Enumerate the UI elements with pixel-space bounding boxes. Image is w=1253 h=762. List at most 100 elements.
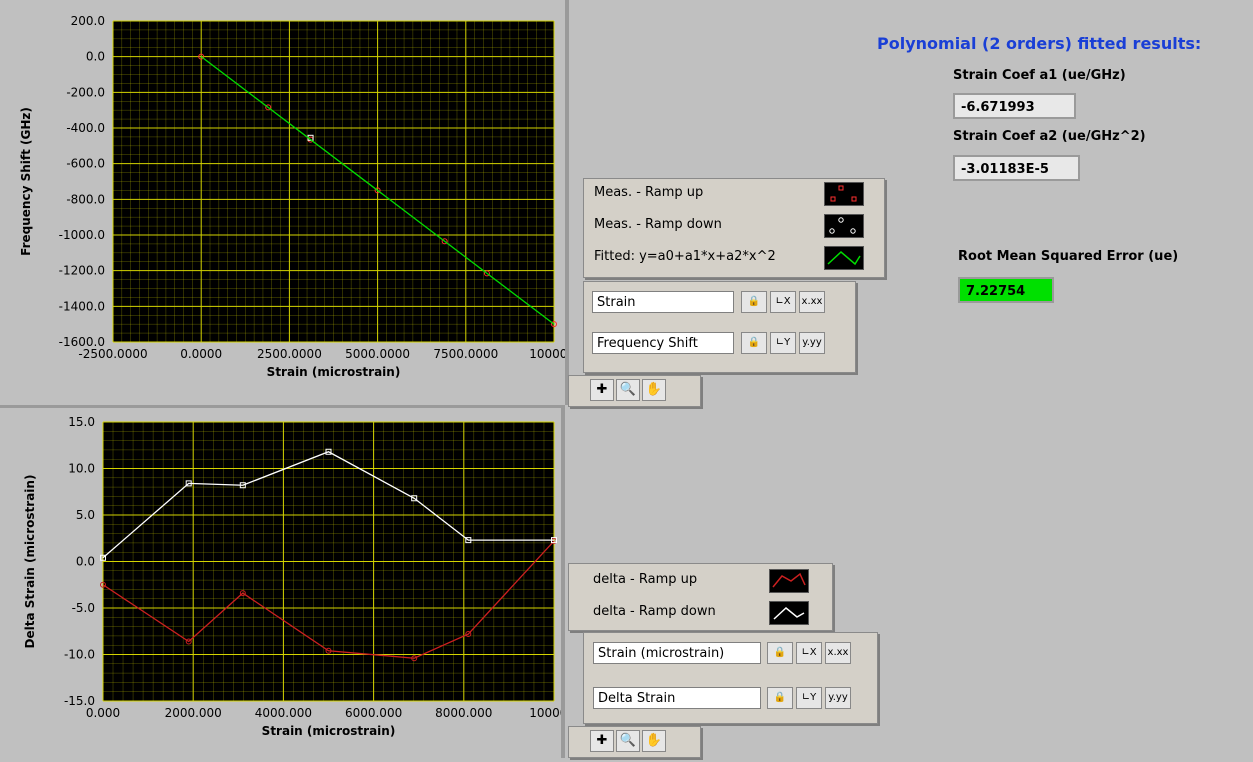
- y-tick-label: -600.0: [66, 157, 105, 171]
- series-line: [200, 56, 555, 325]
- data-point: [411, 655, 418, 662]
- delta-strain-chart[interactable]: 0.000 2000.000 4000.000 6000.000 8000.000 100…: [0, 408, 579, 758]
- y-tick-label: 5.0: [76, 508, 95, 522]
- x-tick-label: 10000.0: [529, 347, 565, 361]
- scale-legend-bottom: Strain (microstrain) 🔒 ∟X x.xx Delta Str…: [583, 632, 878, 724]
- data-point: [551, 537, 557, 544]
- y-tick-label: -400.0: [66, 121, 105, 135]
- x-autoscale-icon[interactable]: ∟X: [770, 291, 796, 313]
- strain-coef-a2-indicator: -3.01183E-5: [953, 155, 1080, 181]
- frequency-shift-chart[interactable]: -2500.0000 0.0000 2500.0000 5000.0000 7500.0…: [0, 0, 579, 405]
- delta-strain-graph: 0.000 2000.000 4000.000 6000.000 8000.000 100…: [0, 405, 579, 758]
- strain-coef-a2-label: Strain Coef a2 (ue/GHz^2): [953, 129, 1146, 144]
- x-format-button[interactable]: x.xx: [825, 642, 851, 664]
- x-tick-label: 2000.000: [165, 706, 222, 720]
- data-point: [465, 631, 472, 638]
- lock-icon[interactable]: 🔒: [767, 642, 793, 664]
- series-line: [102, 451, 554, 559]
- x-tick-label: -2500.0000: [78, 347, 147, 361]
- legend-item-meas-ramp-up: Meas. - Ramp up: [594, 185, 704, 200]
- legend-swatch-red-squares[interactable]: [824, 182, 864, 206]
- lock-icon[interactable]: 🔒: [741, 291, 767, 313]
- y-tick-label: -15.0: [64, 694, 95, 708]
- plot-legend-bottom[interactable]: delta - Ramp up delta - Ramp down: [568, 563, 833, 631]
- y-tick-label: -1600.0: [59, 335, 105, 349]
- x-tick-label: 4000.000: [255, 706, 312, 720]
- x-scale-name-field[interactable]: Strain (microstrain): [593, 642, 761, 664]
- legend-swatch-red-line[interactable]: [769, 569, 809, 593]
- data-point: [100, 581, 106, 588]
- graph-palette-top: ✚ 🔍 ✋: [568, 375, 701, 407]
- y-autoscale-icon[interactable]: ∟Y: [796, 687, 822, 709]
- data-point: [239, 482, 246, 489]
- strain-coef-a1-label: Strain Coef a1 (ue/GHz): [953, 68, 1126, 83]
- series-line: [102, 540, 555, 659]
- y-autoscale-icon[interactable]: ∟Y: [770, 332, 796, 354]
- legend-item-delta-ramp-down: delta - Ramp down: [593, 604, 716, 619]
- legend-item-delta-ramp-up: delta - Ramp up: [593, 572, 698, 587]
- x-axis-label: Strain (microstrain): [267, 365, 401, 379]
- y-tick-label: 10.0: [68, 462, 95, 476]
- data-point: [483, 270, 490, 277]
- data-point: [100, 554, 106, 561]
- rmse-label: Root Mean Squared Error (ue): [958, 249, 1179, 264]
- y-format-button[interactable]: y.yy: [799, 332, 825, 354]
- zoom-icon[interactable]: 🔍: [616, 730, 640, 752]
- lock-icon[interactable]: 🔒: [767, 687, 793, 709]
- rmse-indicator: 7.22754: [958, 277, 1054, 303]
- data-point: [325, 647, 332, 654]
- y-tick-label: 0.0: [76, 555, 95, 569]
- y-axis-label: Frequency Shift (GHz): [19, 107, 33, 256]
- x-axis-label: Strain (microstrain): [262, 724, 396, 738]
- x-tick-label: 8000.000: [435, 706, 492, 720]
- cursor-move-icon[interactable]: ✚: [590, 379, 614, 401]
- data-point: [551, 321, 557, 328]
- y-scale-name-field[interactable]: Frequency Shift: [592, 332, 734, 354]
- graph-palette-bottom: ✚ 🔍 ✋: [568, 726, 701, 758]
- data-point: [185, 480, 192, 487]
- legend-item-fitted: Fitted: y=a0+a1*x+a2*x^2: [594, 249, 776, 264]
- x-format-button[interactable]: x.xx: [799, 291, 825, 313]
- data-point: [325, 448, 332, 455]
- y-tick-label: -1200.0: [59, 264, 105, 278]
- y-tick-label: 200.0: [71, 14, 105, 28]
- x-tick-label: 0.000: [86, 706, 120, 720]
- x-tick-label: 6000.000: [345, 706, 402, 720]
- y-tick-label: -10.0: [64, 648, 95, 662]
- y-tick-label: -1000.0: [59, 228, 105, 242]
- y-tick-label: -800.0: [66, 192, 105, 206]
- y-scale-name-field[interactable]: Delta Strain: [593, 687, 761, 709]
- legend-item-meas-ramp-down: Meas. - Ramp down: [594, 217, 722, 232]
- legend-swatch-green-line[interactable]: [824, 246, 864, 270]
- x-autoscale-icon[interactable]: ∟X: [796, 642, 822, 664]
- data-point: [198, 53, 205, 60]
- x-tick-label: 0.0000: [180, 347, 222, 361]
- lock-icon[interactable]: 🔒: [741, 332, 767, 354]
- y-tick-label: -1400.0: [59, 299, 105, 313]
- legend-swatch-white-circles[interactable]: [824, 214, 864, 238]
- y-axis-label: Delta Strain (microstrain): [23, 475, 37, 649]
- cursor-move-icon[interactable]: ✚: [590, 730, 614, 752]
- plot-legend-top[interactable]: Meas. - Ramp up Meas. - Ramp down Fitted…: [583, 178, 885, 278]
- data-point: [441, 238, 448, 245]
- data-point: [411, 495, 418, 502]
- x-scale-name-field[interactable]: Strain: [592, 291, 734, 313]
- x-tick-label: 5000.0000: [345, 347, 410, 361]
- data-point: [265, 104, 272, 111]
- data-point: [185, 638, 192, 645]
- y-tick-label: 0.0: [86, 50, 105, 64]
- data-point: [239, 590, 246, 597]
- zoom-icon[interactable]: 🔍: [616, 379, 640, 401]
- pan-hand-icon[interactable]: ✋: [642, 730, 666, 752]
- frequency-shift-graph: -2500.0000 0.0000 2500.0000 5000.0000 7500.0…: [0, 0, 579, 405]
- y-tick-label: -200.0: [66, 85, 105, 99]
- y-tick-label: 15.0: [68, 415, 95, 429]
- pan-hand-icon[interactable]: ✋: [642, 379, 666, 401]
- y-tick-label: -5.0: [72, 601, 95, 615]
- data-point: [374, 187, 381, 194]
- data-point: [465, 537, 472, 544]
- y-format-button[interactable]: y.yy: [825, 687, 851, 709]
- x-tick-label: 10000.0: [529, 706, 561, 720]
- legend-swatch-white-line[interactable]: [769, 601, 809, 625]
- x-tick-label: 2500.0000: [257, 347, 322, 361]
